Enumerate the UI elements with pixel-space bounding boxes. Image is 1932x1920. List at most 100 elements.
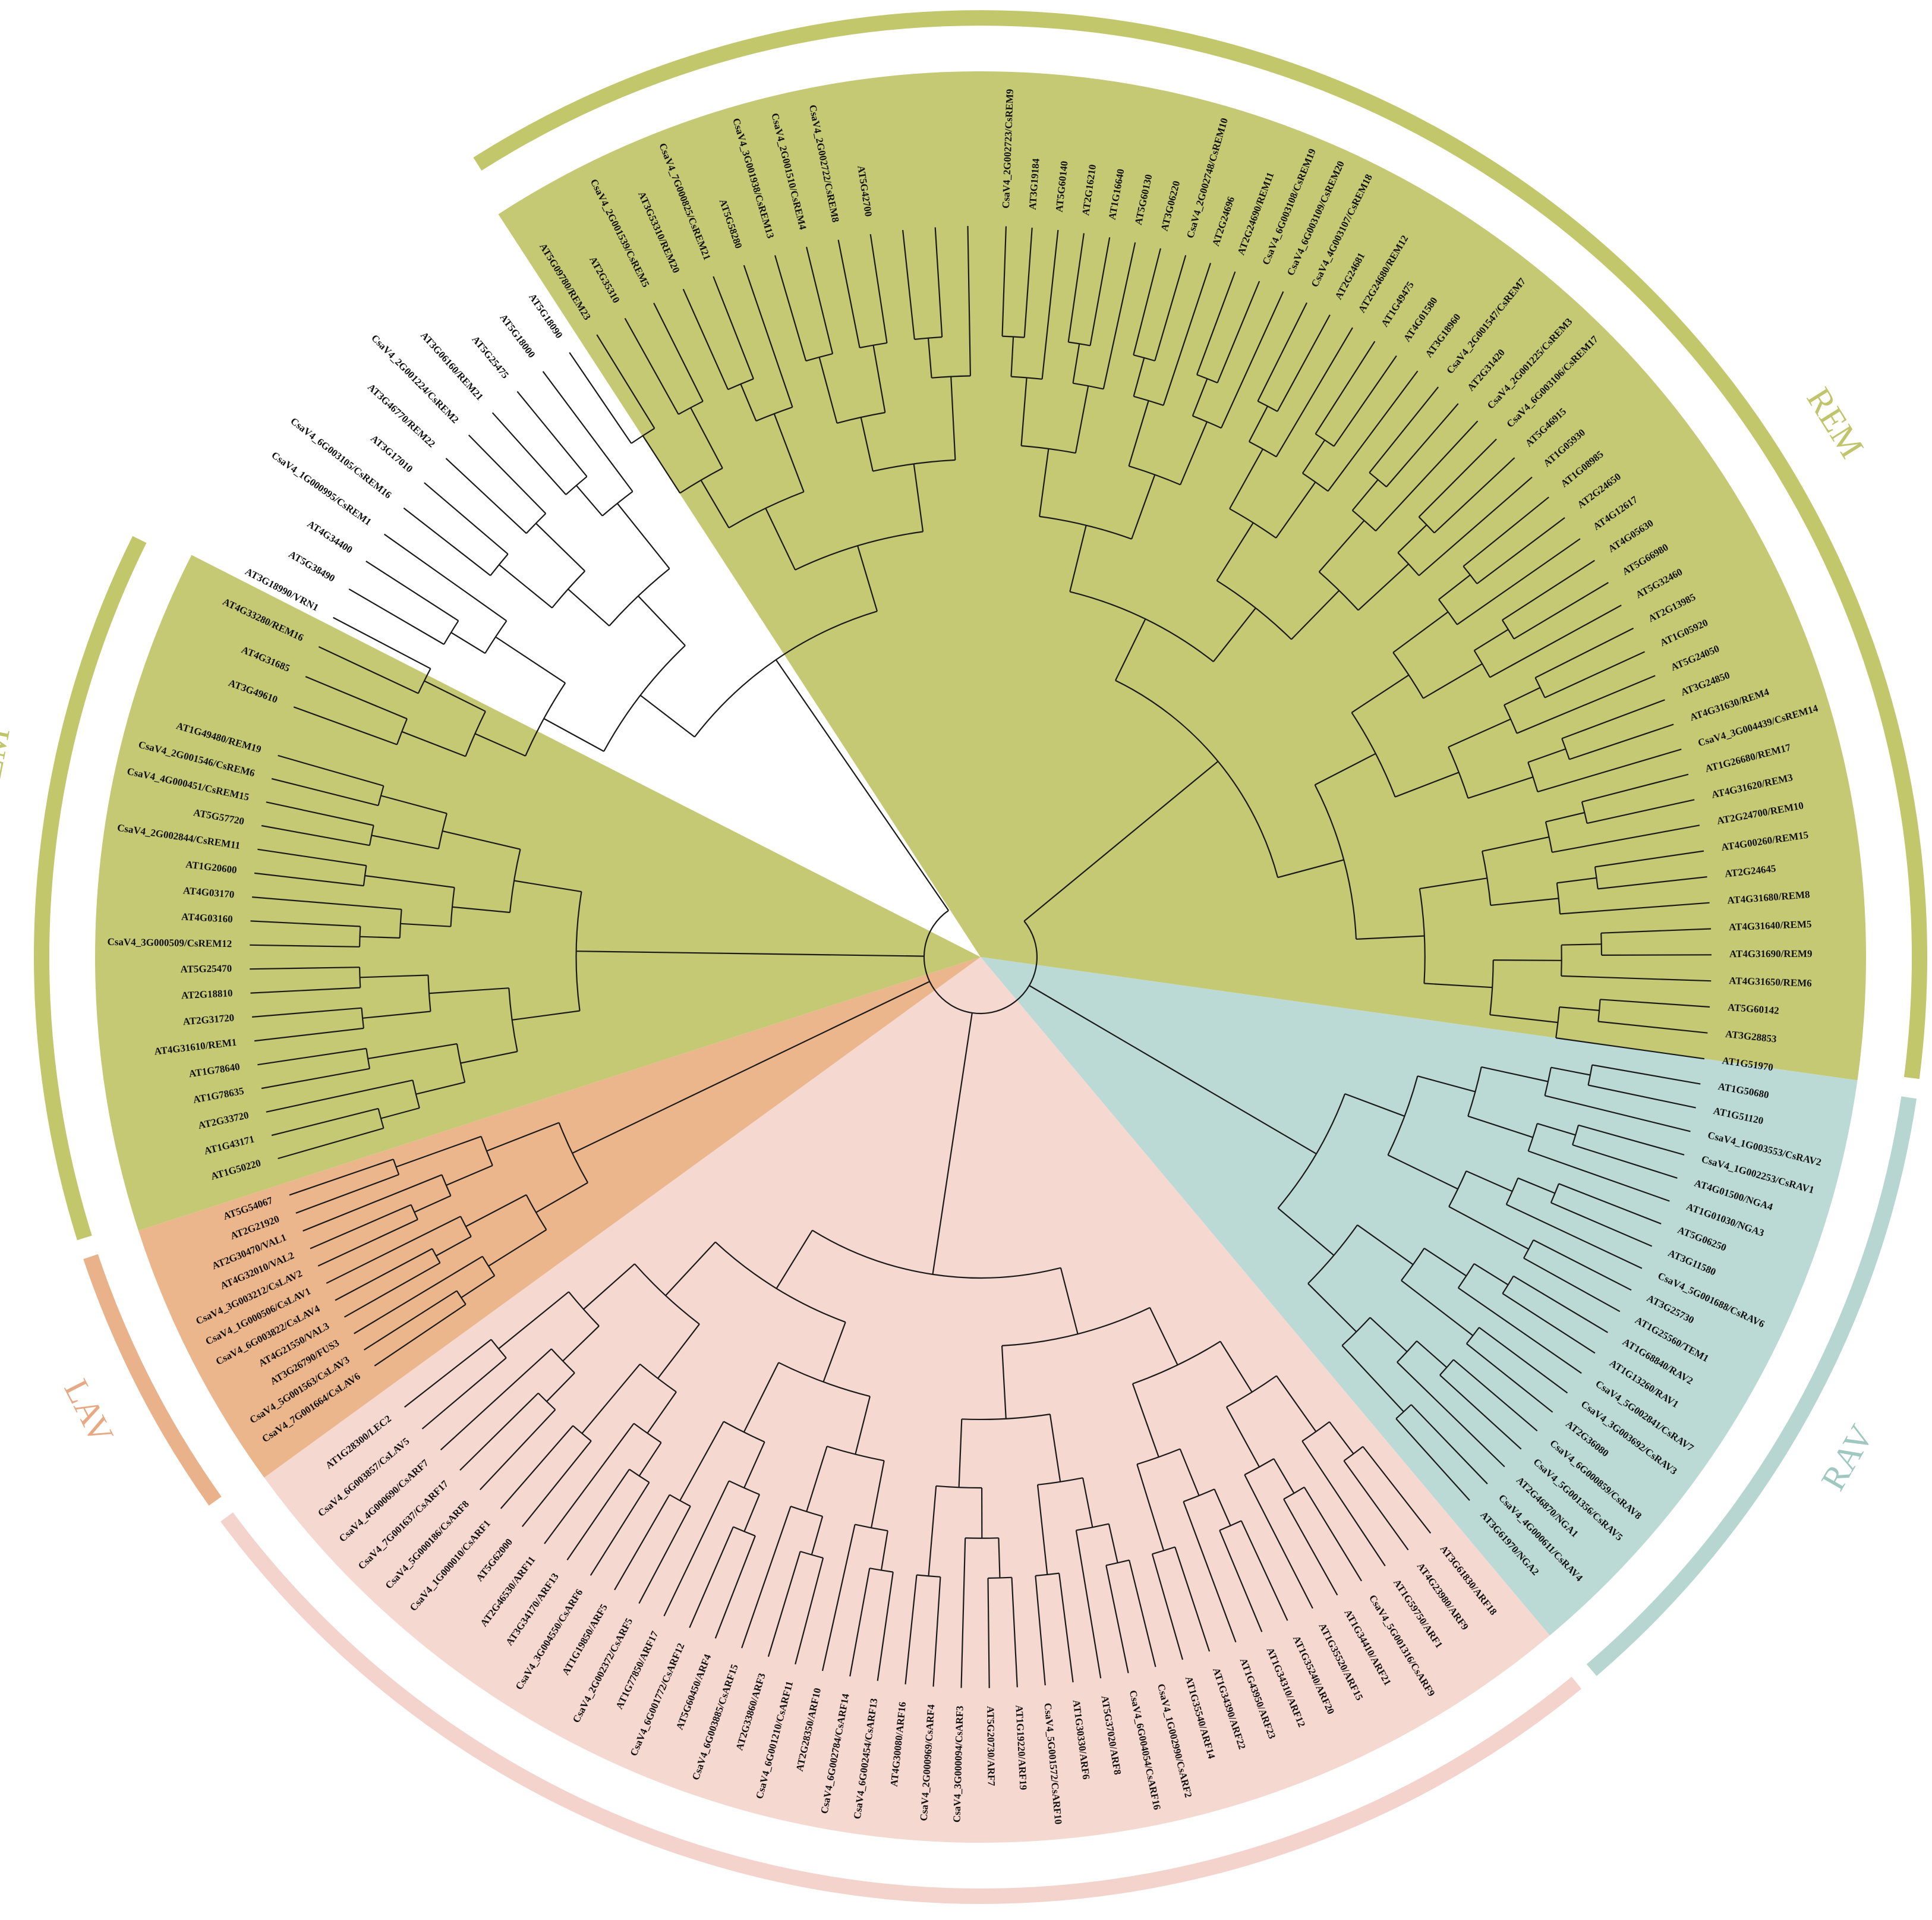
branch-arc <box>1387 1075 1419 1156</box>
branch-radial <box>495 636 566 684</box>
branch-radial <box>987 1578 990 1688</box>
branch-radial <box>1416 1340 1448 1368</box>
branch-radial <box>1105 1565 1129 1673</box>
branch-arc <box>827 1446 884 1462</box>
branch-radial <box>1010 336 1014 377</box>
branch-arc <box>1318 571 1359 611</box>
branch-radial <box>1180 421 1208 485</box>
branch-radial <box>1528 1150 1670 1202</box>
branch-radial <box>257 848 367 867</box>
branch-radial <box>335 1248 433 1301</box>
group-label-lav-3: LAV <box>56 1373 121 1450</box>
branch-radial <box>1448 718 1511 748</box>
branch-radial <box>1219 1530 1263 1632</box>
branch-radial <box>1318 520 1365 572</box>
branch-radial <box>1341 1345 1404 1412</box>
branch-radial <box>1301 1440 1386 1567</box>
branch-radial <box>1545 1095 1691 1132</box>
branch-radial <box>1020 377 1028 446</box>
branch-radial <box>1569 723 1674 760</box>
branch-radial <box>1344 1093 1405 1117</box>
branch-radial <box>1523 1257 1621 1312</box>
branch-radial <box>1128 400 1149 467</box>
branch-radial <box>486 1122 560 1152</box>
branch-radial <box>1276 1375 1317 1433</box>
branch-radial <box>317 1219 418 1267</box>
branch-radial <box>616 503 670 569</box>
branch-radial <box>872 345 886 413</box>
branch-radial <box>806 247 834 354</box>
branch-radial <box>562 1325 600 1362</box>
branch-radial <box>1433 457 1515 534</box>
tree-branches <box>250 226 1712 1688</box>
branch-arc <box>1196 374 1218 384</box>
branch-radial <box>1453 1359 1538 1432</box>
leaf-label: AT5G20730/ARF7 <box>985 1706 997 1786</box>
branch-radial <box>1597 876 1707 890</box>
branch-radial <box>278 1127 384 1160</box>
branch-radial <box>1219 1341 1253 1393</box>
branch-radial <box>1424 983 1493 989</box>
branch-radial <box>465 1194 527 1227</box>
branch-radial <box>1273 1458 1295 1494</box>
branch-radial <box>1594 850 1704 868</box>
branch-arc <box>1448 747 1469 799</box>
branch-radial <box>1419 877 1487 889</box>
branch-radial <box>1392 611 1449 653</box>
branch-radial <box>806 1446 828 1512</box>
branch-radial <box>1513 1275 1608 1333</box>
group-arcs <box>34 10 1927 1905</box>
branch-radial <box>250 944 360 948</box>
branch-radial <box>1463 496 1549 567</box>
branch-radial <box>743 265 793 408</box>
branch-radial <box>1561 699 1665 739</box>
branch-radial <box>546 1372 575 1402</box>
branch-radial <box>1277 1207 1335 1256</box>
branch-radial <box>1277 859 1344 879</box>
branch-radial <box>1049 1414 1061 1482</box>
branch-radial <box>1369 386 1439 473</box>
branch-radial <box>305 676 408 720</box>
branch-radial <box>1537 1123 1576 1136</box>
branch-radial <box>442 830 521 850</box>
branch-radial <box>1275 327 1353 457</box>
branch-radial <box>1581 773 1689 802</box>
branch-radial <box>1069 525 1087 592</box>
sector-lav-3 <box>138 957 981 1478</box>
branch-radial <box>364 1290 458 1351</box>
branch-arc <box>1561 945 1562 976</box>
branch-radial <box>767 1551 801 1657</box>
branch-radial <box>1327 370 1419 492</box>
branch-radial <box>1136 1463 1165 1551</box>
branch-radial <box>1023 228 1033 338</box>
branch-radial <box>1351 479 1379 511</box>
branch-arc <box>1152 1546 1175 1555</box>
branch-radial <box>1072 344 1080 383</box>
branch-radial <box>665 1241 716 1296</box>
branch-radial <box>310 1204 412 1249</box>
branch-radial <box>689 1526 734 1628</box>
branch-radial <box>1467 776 1534 799</box>
leaf-label: AT4G03160 <box>181 911 233 925</box>
branch-radial <box>1467 1115 1533 1138</box>
branch-radial <box>293 706 398 745</box>
branch-radial <box>266 801 374 826</box>
branch-radial <box>1162 263 1212 406</box>
branch-radial <box>488 1229 547 1267</box>
branch-radial <box>479 1409 556 1491</box>
branch-radial <box>1248 405 1268 442</box>
branch-radial <box>596 334 655 429</box>
branch-radial <box>516 391 588 477</box>
branch-radial <box>950 376 956 460</box>
clade-sectors <box>95 71 1867 1843</box>
branch-radial <box>857 545 878 612</box>
branch-radial <box>254 872 364 887</box>
branch-radial <box>498 1291 569 1349</box>
branch-radial <box>1397 1361 1505 1468</box>
branch-radial <box>450 632 486 654</box>
branch-radial <box>424 680 486 712</box>
branch-radial <box>254 1027 364 1042</box>
branch-radial <box>904 1575 918 1685</box>
branch-radial <box>1401 1280 1474 1336</box>
branch-radial <box>1216 522 1254 581</box>
